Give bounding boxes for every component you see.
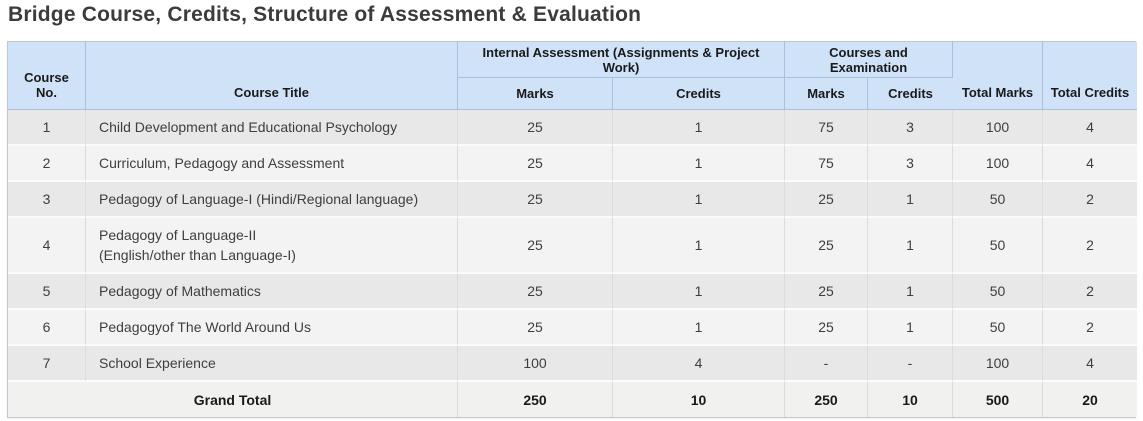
cell-course-title: Pedagogy of Language-I (Hindi/Regional l… <box>86 182 458 218</box>
header-ce-credits: Credits <box>868 78 953 110</box>
grand-total-credits: 20 <box>1043 382 1137 417</box>
cell-total-marks: 50 <box>953 274 1043 310</box>
cell-course-no: 1 <box>8 110 86 146</box>
cell-total-marks: 100 <box>953 146 1043 182</box>
header-sub-row: Marks Credits Marks Credits <box>8 78 1137 110</box>
grand-total-marks: 500 <box>953 382 1043 417</box>
table-header: Course No. Course Title Internal Assessm… <box>8 42 1137 110</box>
cell-ce-marks: 75 <box>785 146 868 182</box>
cell-course-title: Child Development and Educational Psycho… <box>86 110 458 146</box>
table-row: 5 Pedagogy of Mathematics 25 1 25 1 50 2 <box>8 274 1137 310</box>
table-row: 7 School Experience 100 4 - - 100 4 <box>8 346 1137 382</box>
cell-ce-credits: 1 <box>868 274 953 310</box>
cell-total-marks: 100 <box>953 110 1043 146</box>
cell-course-no: 7 <box>8 346 86 382</box>
cell-course-no: 3 <box>8 182 86 218</box>
cell-ia-marks: 25 <box>458 110 613 146</box>
header-total-marks: Total Marks <box>953 42 1043 110</box>
cell-course-no: 4 <box>8 218 86 274</box>
cell-total-marks: 50 <box>953 218 1043 274</box>
grand-total-ia-marks: 250 <box>458 382 613 417</box>
grand-total-label: Grand Total <box>8 382 458 417</box>
header-course-no: Course No. <box>8 42 86 110</box>
cell-course-title: Pedagogyof The World Around Us <box>86 310 458 346</box>
grand-total-ce-credits: 10 <box>868 382 953 417</box>
cell-ce-credits: 3 <box>868 146 953 182</box>
cell-course-title: Pedagogy of Language-II (English/other t… <box>86 218 458 274</box>
header-ia-marks: Marks <box>458 78 613 110</box>
cell-ia-credits: 4 <box>613 346 785 382</box>
cell-total-marks: 50 <box>953 182 1043 218</box>
cell-course-no: 6 <box>8 310 86 346</box>
cell-ia-credits: 1 <box>613 218 785 274</box>
cell-ia-marks: 25 <box>458 182 613 218</box>
cell-ia-marks: 25 <box>458 218 613 274</box>
cell-ce-marks: 25 <box>785 218 868 274</box>
assessment-table: Course No. Course Title Internal Assessm… <box>8 42 1137 417</box>
cell-total-credits: 4 <box>1043 146 1137 182</box>
cell-ia-credits: 1 <box>613 146 785 182</box>
cell-ia-credits: 1 <box>613 182 785 218</box>
cell-ce-marks: 25 <box>785 310 868 346</box>
cell-ia-marks: 25 <box>458 146 613 182</box>
assessment-table-container: Course No. Course Title Internal Assessm… <box>7 41 1137 418</box>
page-title: Bridge Course, Credits, Structure of Ass… <box>8 3 642 26</box>
cell-total-credits: 4 <box>1043 346 1137 382</box>
grand-total-ia-credits: 10 <box>613 382 785 417</box>
table-row: 6 Pedagogyof The World Around Us 25 1 25… <box>8 310 1137 346</box>
cell-course-title: Pedagogy of Mathematics <box>86 274 458 310</box>
cell-total-credits: 4 <box>1043 110 1137 146</box>
header-total-credits: Total Credits <box>1043 42 1137 110</box>
cell-ce-marks: 25 <box>785 274 868 310</box>
cell-ia-credits: 1 <box>613 310 785 346</box>
grand-total-row: Grand Total 250 10 250 10 500 20 <box>8 382 1137 417</box>
cell-ce-credits: 3 <box>868 110 953 146</box>
header-courses-examination-group: Courses and Examination <box>785 42 953 78</box>
cell-ia-marks: 25 <box>458 310 613 346</box>
header-course-title: Course Title <box>86 42 458 110</box>
table-row: 4 Pedagogy of Language-II (English/other… <box>8 218 1137 274</box>
header-group-row: Course No. Course Title Internal Assessm… <box>8 42 1137 110</box>
cell-ce-credits: - <box>868 346 953 382</box>
cell-total-credits: 2 <box>1043 182 1137 218</box>
cell-ia-marks: 25 <box>458 274 613 310</box>
cell-total-credits: 2 <box>1043 218 1137 274</box>
table-row: 1 Child Development and Educational Psyc… <box>8 110 1137 146</box>
table-row: 2 Curriculum, Pedagogy and Assessment 25… <box>8 146 1137 182</box>
header-ce-marks: Marks <box>785 78 868 110</box>
cell-ce-credits: 1 <box>868 218 953 274</box>
cell-ce-credits: 1 <box>868 182 953 218</box>
cell-ce-marks: 75 <box>785 110 868 146</box>
cell-ia-marks: 100 <box>458 346 613 382</box>
cell-ce-marks: - <box>785 346 868 382</box>
cell-ce-credits: 1 <box>868 310 953 346</box>
header-internal-assessment-group: Internal Assessment (Assignments & Proje… <box>458 42 785 78</box>
cell-course-title: Curriculum, Pedagogy and Assessment <box>86 146 458 182</box>
cell-course-title: School Experience <box>86 346 458 382</box>
table-footer: Grand Total 250 10 250 10 500 20 <box>8 382 1137 417</box>
cell-total-marks: 100 <box>953 346 1043 382</box>
cell-total-credits: 2 <box>1043 310 1137 346</box>
table-body: 1 Child Development and Educational Psyc… <box>8 110 1137 382</box>
grand-total-ce-marks: 250 <box>785 382 868 417</box>
cell-course-no: 2 <box>8 146 86 182</box>
cell-total-marks: 50 <box>953 310 1043 346</box>
cell-ce-marks: 25 <box>785 182 868 218</box>
table-row: 3 Pedagogy of Language-I (Hindi/Regional… <box>8 182 1137 218</box>
cell-course-no: 5 <box>8 274 86 310</box>
header-ia-credits: Credits <box>613 78 785 110</box>
cell-ia-credits: 1 <box>613 274 785 310</box>
cell-ia-credits: 1 <box>613 110 785 146</box>
cell-total-credits: 2 <box>1043 274 1137 310</box>
